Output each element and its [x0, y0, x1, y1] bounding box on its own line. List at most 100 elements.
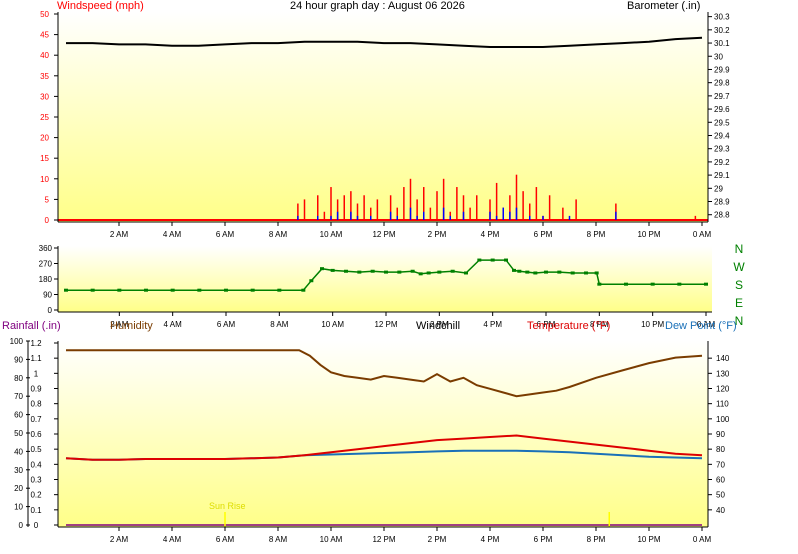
y-tick-label-barometer: 28.8 [714, 211, 730, 220]
x-tick-label: 8 AM [270, 320, 289, 329]
y-tick-label-rainfall: 0.6 [30, 430, 42, 439]
y-tick-label-rainfall: 0 [34, 521, 39, 530]
x-tick-label: 4 PM [481, 535, 500, 544]
temperature-axis-label: Temperature (°F) [527, 320, 610, 332]
compass-label: N [735, 242, 744, 256]
y-tick-label-humidity: 0 [19, 521, 24, 530]
x-tick-label: 10 AM [320, 535, 343, 544]
x-tick-label: 6 AM [216, 535, 235, 544]
y-tick-label-barometer: 29.6 [714, 105, 730, 114]
x-tick-label: 12 PM [374, 320, 397, 329]
rainfall-axis-label: Rainfall (.in) [2, 320, 61, 332]
x-tick-label: 2 PM [428, 535, 447, 544]
x-tick-label: 4 AM [164, 320, 183, 329]
y-tick-label-rainfall: 0.5 [30, 445, 42, 454]
y-tick-label-rainfall: 1 [34, 369, 39, 378]
x-tick-label: 4 PM [481, 230, 500, 239]
x-tick-label: 2 PM [428, 230, 447, 239]
dewpoint-axis-label: Dew Point (°F) [665, 320, 737, 332]
x-tick-label: 2 AM [110, 535, 129, 544]
plot-area-2 [58, 246, 712, 312]
y-tick-label-temperature: 120 [716, 385, 730, 394]
x-tick-label: 8 PM [587, 230, 606, 239]
x-tick-label: 12 PM [372, 535, 395, 544]
y-tick-label-barometer: 29 [714, 184, 723, 193]
y-tick-label-rainfall: 0.4 [30, 460, 42, 469]
y-tick-label-direction: 360 [39, 244, 53, 253]
y-tick-label-barometer: 29.9 [714, 65, 730, 74]
y-tick-label-humidity: 80 [14, 374, 23, 383]
y-tick-label-temperature: 50 [716, 491, 725, 500]
y-tick-label-rainfall: 0.7 [30, 415, 42, 424]
x-tick-label: 8 PM [587, 535, 606, 544]
y-tick-label-temperature: 100 [716, 415, 730, 424]
wind-gust-series [297, 207, 617, 220]
y-tick-label-temperature: 110 [716, 400, 729, 409]
y-tick-label-rainfall: 0.9 [30, 385, 42, 394]
y-tick-label-direction: 180 [39, 275, 53, 284]
x-tick-label: 6 PM [534, 230, 553, 239]
y-tick-label-wind: 10 [40, 175, 49, 184]
y-tick-label-temperature: 130 [716, 369, 730, 378]
x-tick-label: 0 AM [693, 535, 712, 544]
y-tick-label-wind: 50 [40, 10, 49, 19]
y-tick-label-barometer: 30.1 [714, 39, 730, 48]
x-tick-label: 0 AM [693, 230, 712, 239]
x-tick-label: 8 AM [269, 230, 288, 239]
y-tick-label-barometer: 28.9 [714, 198, 730, 207]
y-tick-label-wind: 35 [40, 72, 49, 81]
y-tick-label-barometer: 29.5 [714, 118, 730, 127]
y-tick-label-humidity: 60 [14, 411, 23, 420]
x-tick-label: 6 AM [217, 320, 236, 329]
humidity-axis-label: Humidity [110, 320, 153, 332]
y-tick-label-wind: 20 [40, 134, 49, 143]
temperature-series [65, 434, 703, 461]
x-tick-label: 10 PM [637, 230, 660, 239]
y-tick-label-humidity: 90 [14, 355, 23, 364]
y-tick-label-humidity: 30 [14, 466, 23, 475]
y-tick-label-direction: 270 [39, 260, 53, 269]
y-tick-label-wind: 25 [40, 113, 49, 122]
barometer-series [66, 36, 703, 48]
x-tick-label: 4 AM [163, 535, 182, 544]
x-tick-label: 10 PM [641, 320, 664, 329]
x-tick-label: 8 AM [269, 535, 288, 544]
x-tick-label: 12 PM [372, 230, 395, 239]
y-tick-label-humidity: 100 [10, 337, 24, 346]
x-tick-label: 6 AM [216, 230, 235, 239]
x-tick-label: 4 PM [483, 320, 502, 329]
y-tick-label-rainfall: 0.3 [30, 476, 42, 485]
y-tick-label-barometer: 30.2 [714, 26, 730, 35]
y-tick-label-temperature: 140 [716, 354, 730, 363]
humidity-series [66, 349, 703, 398]
x-tick-label: 6 PM [534, 535, 553, 544]
x-tick-label: 0 AM [697, 320, 716, 329]
y-tick-label-rainfall: 1.1 [30, 354, 42, 363]
sun-rise-label: Sun Rise [209, 501, 246, 511]
y-tick-label-direction: 90 [43, 291, 52, 300]
x-tick-label: 8 PM [590, 320, 609, 329]
y-tick-label-humidity: 10 [14, 503, 23, 512]
barometer-axis-label: Barometer (.in) [627, 0, 700, 12]
y-tick-label-humidity: 70 [14, 392, 23, 401]
x-tick-label: 10 AM [320, 230, 343, 239]
y-tick-label-wind: 40 [40, 51, 49, 60]
plot-area-3 [58, 341, 708, 527]
y-tick-label-wind: 30 [40, 92, 49, 101]
y-tick-label-humidity: 40 [14, 447, 23, 456]
x-tick-label: 6 PM [537, 320, 556, 329]
plot-area-1 [58, 12, 708, 222]
y-tick-label-barometer: 29.2 [714, 158, 730, 167]
y-tick-label-barometer: 29.7 [714, 92, 730, 101]
x-tick-label: 10 AM [321, 320, 344, 329]
x-tick-label: 4 AM [163, 230, 182, 239]
y-tick-label-barometer: 30 [714, 52, 723, 61]
y-tick-label-wind: 15 [40, 154, 49, 163]
y-tick-label-rainfall: 0.2 [30, 491, 42, 500]
windspeed-axis-label: Windspeed (mph) [57, 0, 144, 12]
y-tick-label-humidity: 50 [14, 429, 23, 438]
y-tick-label-temperature: 40 [716, 506, 725, 515]
x-tick-label: 10 PM [637, 535, 660, 544]
y-tick-label-wind: 5 [45, 195, 50, 204]
